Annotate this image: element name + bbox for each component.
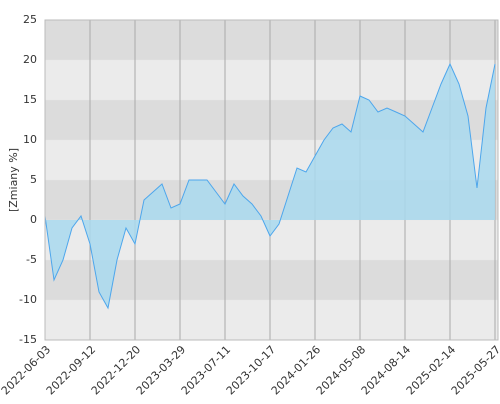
y-tick-label: -15 (19, 333, 37, 346)
y-tick-label: 10 (23, 133, 37, 146)
grid-band (45, 300, 498, 340)
grid-band (45, 20, 498, 60)
y-tick-label: 20 (23, 53, 37, 66)
area (45, 64, 495, 308)
y-tick-label: 25 (23, 13, 37, 26)
grid-band (45, 60, 498, 100)
y-tick-label: -10 (19, 293, 37, 306)
y-axis-label: [Zmiany %] (7, 148, 20, 212)
grid-band (45, 260, 498, 300)
y-tick-label: 0 (30, 213, 37, 226)
y-tick-label: -5 (26, 253, 37, 266)
plot-border (44, 19, 499, 341)
y-tick-label: 15 (23, 93, 37, 106)
line (44, 62, 496, 310)
y-tick-label: 5 (30, 173, 37, 186)
